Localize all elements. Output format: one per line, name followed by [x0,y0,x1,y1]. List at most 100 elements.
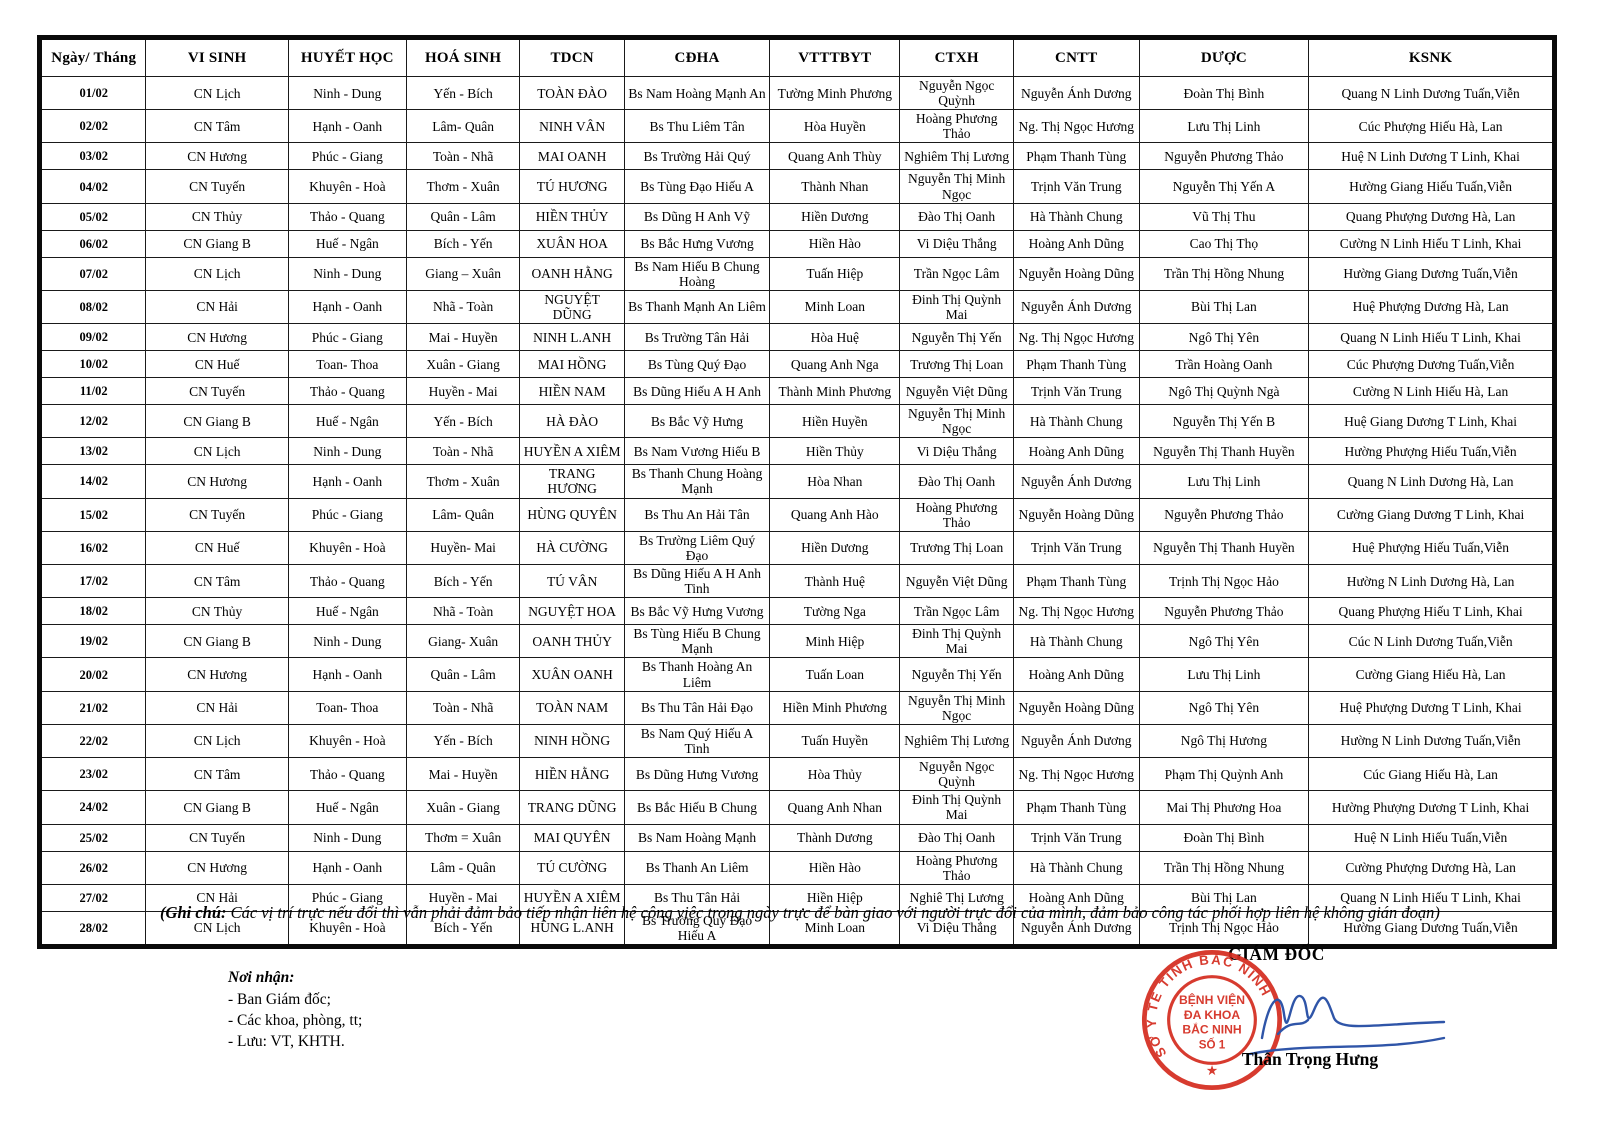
table-cell: Hường Giang Dương Tuấn,Viễn [1308,910,1555,947]
table-row: 03/02 CN Hương Phúc - Giang Toàn - Nhã MAI O… [39,142,1555,171]
table-cell: HUYỀN A XIÊM [519,883,625,912]
table-cell: Nguyễn Hoàng Dũng [1012,690,1140,725]
table-cell: Hiền Dương [769,202,901,231]
table-cell: Trịnh Văn Trung [1012,823,1140,852]
table-cell: CN Tâm [145,757,289,792]
table-row: 25/02 CN Tuyến Ninh - Dung Thơm = Xuân MAI Q… [39,823,1555,852]
table-cell: 07/02 [39,256,147,291]
table-cell: HUYỀN A XIÊM [519,437,625,466]
table-cell: Nghiêm Thị Lương [899,142,1014,171]
table-cell: Hòa Huyền [769,109,901,144]
table-cell: CN Hương [145,850,289,885]
table-cell: Lâm - Quân [405,850,521,885]
table-cell: Hường N Linh Dương Tuấn,Viễn [1308,723,1555,759]
table-cell: Nguyễn Thị Minh Ngọc [899,169,1014,204]
table-cell: Nguyễn Thị Yến [899,657,1014,692]
table-cell: Khuyên - Hoà [287,910,407,947]
table-cell: 08/02 [39,289,147,325]
table-cell: CN Lịch [145,437,289,466]
table-cell: Bs Thu Tân Hải [623,883,771,912]
table-cell: Thảo - Quang [287,202,407,231]
table-cell: 25/02 [39,823,147,852]
table-cell: CN Huế [145,350,289,379]
column-header: VI SINH [145,37,289,77]
table-cell: 17/02 [39,563,147,599]
table-cell: Đào Thị Oanh [899,202,1014,231]
table-cell: Khuyên - Hoà [287,169,407,204]
table-cell: 12/02 [39,404,147,439]
table-cell: 23/02 [39,757,147,792]
table-cell: Hà Thành Chung [1012,850,1140,885]
column-header: CTXH [899,37,1014,77]
table-body: 01/02 CN Lịch Ninh - Dung Yến - Bích TOÀN ĐÀ… [39,75,1555,947]
table-cell: Ninh - Dung [287,256,407,291]
table-cell: Minh Loan [769,289,901,325]
table-cell: 14/02 [39,464,147,499]
table-cell: Vi Diệu Thắng [899,437,1014,466]
table-cell: Huyền - Mai [405,883,521,912]
table-cell: CN Giang B [145,790,289,825]
table-cell: Hiền Hào [769,850,901,885]
table-cell: Hòa Nhan [769,464,901,499]
table-cell: Nguyễn Ánh Dương [1012,75,1140,111]
table-cell: Hà Thành Chung [1012,404,1140,439]
table-cell: HIỀN NAM [519,377,625,406]
table-cell: Quang N Linh Hiếu T Linh, Khai [1308,323,1555,352]
table-cell: Nguyễn Ngọc Quỳnh [899,757,1014,792]
table-cell: Thơm - Xuân [405,169,521,204]
table-cell: CN Tuyến [145,823,289,852]
table-cell: 27/02 [39,883,147,912]
table-cell: Xuân - Giang [405,790,521,825]
table-cell: Quân - Lâm [405,657,521,692]
table-row: 07/02 CN Lịch Ninh - Dung Giang – Xuân OANH … [39,256,1555,291]
stamp-line-3: BẮC NINH [1182,1022,1241,1037]
table-cell: Huyền- Mai [405,530,521,565]
column-header: KSNK [1308,37,1555,77]
table-cell: Nguyễn Thị Yến [899,323,1014,352]
table-cell: 21/02 [39,690,147,725]
table-cell: TÚ HƯƠNG [519,169,625,204]
column-header: HUYẾT HỌC [287,37,407,77]
table-cell: Nguyễn Thị Minh Ngọc [899,690,1014,725]
recipients-title: Nơi nhận: [228,969,295,986]
table-row: 02/02 CN Tâm Hạnh - Oanh Lâm- Quân NINH VÂN B… [39,109,1555,144]
signer-name: Thân Trọng Hưng [1241,1049,1379,1069]
table-cell: Bs Trường Quý Đạo Hiếu A [623,910,771,947]
table-row: 14/02 CN Hương Hạnh - Oanh Thơm - Xuân TRANG… [39,464,1555,499]
table-cell: NINH VÂN [519,109,625,144]
table-cell: Bs Tùng Đạo Hiếu A [623,169,771,204]
table-cell: Hạnh - Oanh [287,109,407,144]
table-cell: Nguyễn Ánh Dương [1012,464,1140,499]
table-cell: Thành Nhan [769,169,901,204]
table-cell: Huệ N Linh Hiếu Tuấn,Viễn [1308,823,1555,852]
table-cell: 02/02 [39,109,147,144]
table-cell: Hiền Hiệp [769,883,901,912]
table-cell: Bs Dũng Hiếu A H Anh Tinh [623,563,771,599]
table-cell: Tuấn Loan [769,657,901,692]
table-cell: Phạm Thanh Tùng [1012,563,1140,599]
table-cell: Nghiê Thị Lương [899,883,1014,912]
recipient-line: - Ban Giám đốc; [228,990,331,1008]
table-cell: Nguyễn Thị Yến A [1138,169,1310,204]
stamp-star-icon: ★ [1206,1063,1218,1078]
column-header: CĐHA [623,37,771,77]
table-cell: Trần Thị Hồng Nhung [1138,256,1310,291]
table-cell: MAI OANH [519,142,625,171]
table-cell: Lâm- Quân [405,109,521,144]
table-cell: Nguyễn Thị Thanh Huyền [1138,437,1310,466]
table-cell: 01/02 [39,75,147,111]
table-cell: Phúc - Giang [287,142,407,171]
table-cell: 05/02 [39,202,147,231]
table-row: 05/02 CN Thủy Thảo - Quang Quân - Lâm HIỀN T… [39,202,1555,231]
table-cell: Ngô Thị Yên [1138,624,1310,659]
table-cell: Toàn - Nhã [405,690,521,725]
table-cell: Bs Trường Tân Hải [623,323,771,352]
table-cell: Thành Huệ [769,563,901,599]
table-cell: Vi Diệu Thắng [899,229,1014,258]
recipients-block: Nơi nhận: - Ban Giám đốc; - Các khoa, phò… [228,968,362,1053]
table-cell: Phạm Thanh Tùng [1012,350,1140,379]
table-cell: Nhã - Toàn [405,597,521,626]
column-header: Ngày/ Tháng [39,37,147,77]
table-cell: Hiền Thủy [769,437,901,466]
table-cell: Lưu Thị Linh [1138,464,1310,499]
